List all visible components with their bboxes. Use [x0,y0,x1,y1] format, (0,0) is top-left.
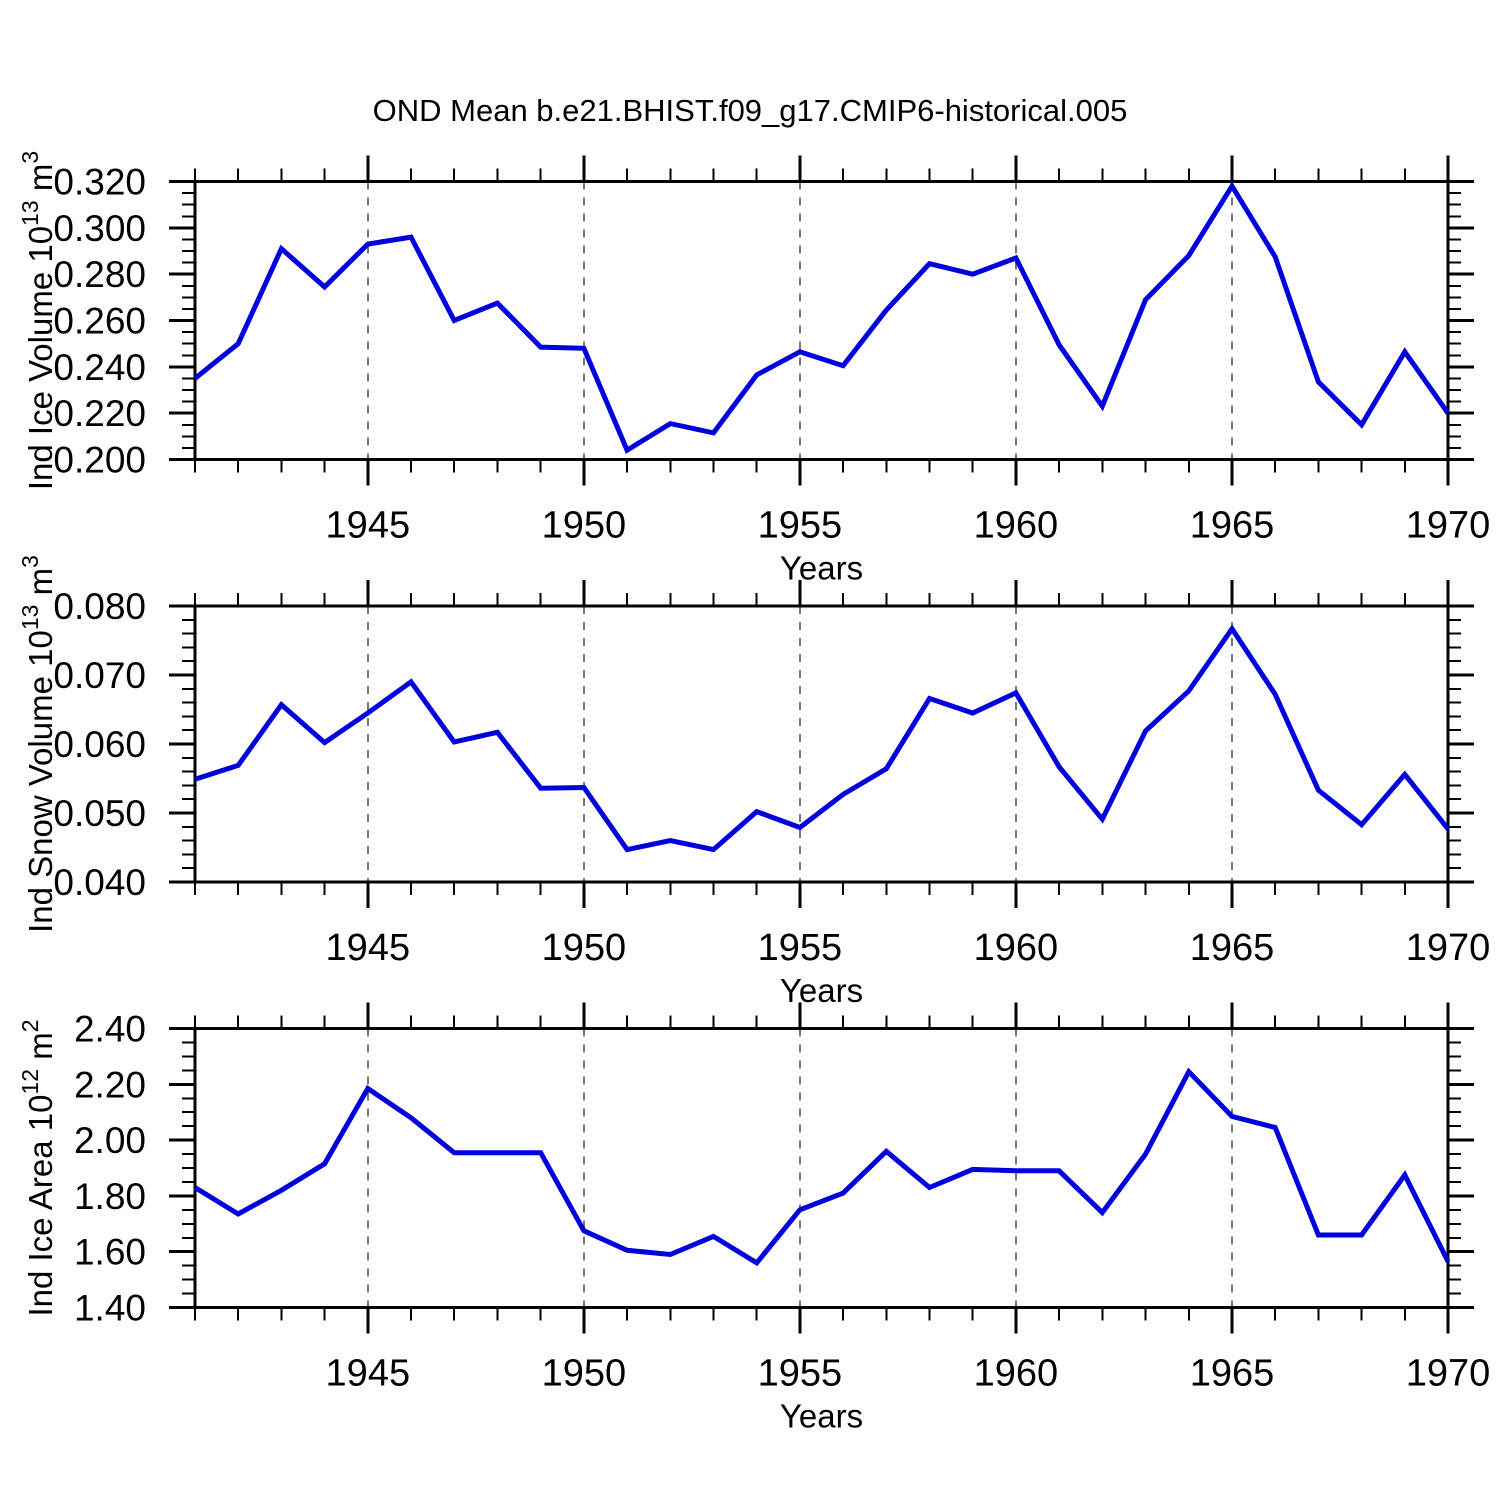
x-axis-title: Years [780,972,863,1009]
x-tick-label: 1955 [758,1353,843,1395]
x-tick-label: 1950 [542,1353,627,1395]
y-tick-label: 1.40 [74,1288,146,1329]
y-tick-label: 1.60 [74,1232,146,1273]
data-line-ice-area [193,1067,1451,1267]
y-tick-label: 0.060 [53,724,146,765]
y-tick-label: 2.00 [74,1120,146,1161]
x-tick-label: 1960 [974,927,1059,969]
x-tick-label: 1970 [1406,505,1491,547]
x-tick-label: 1945 [326,505,411,547]
y-tick-label: 0.220 [53,393,146,434]
data-line-ice-volume [193,181,1451,454]
y-tick-label: 0.260 [53,301,146,342]
x-tick-label: 1970 [1406,1353,1491,1395]
data-line-snow-volume [194,624,1450,853]
panel-ice-volume: 0.200 0.220 0.240 0.260 0.280 0.300 0.320 1945 1… [17,151,1490,587]
x-tick-label: 1960 [974,1353,1059,1395]
x-tick-label: 1970 [1406,927,1491,969]
y-axis-title: Ind Snow Volume 1013 m3 [17,555,59,933]
x-tick-label: 1960 [974,505,1059,547]
y-tick-label: 2.20 [74,1064,146,1105]
x-tick-label: 1965 [1190,505,1275,547]
x-tick-label: 1965 [1190,927,1275,969]
x-tick-label: 1965 [1190,1353,1275,1395]
y-tick-label: 0.080 [53,586,146,627]
x-tick-label: 1950 [542,927,627,969]
panel-ice-area: 1.40 1.60 1.80 2.00 2.20 2.40 1945 1950 1955 1960… [17,1002,1491,1435]
y-tick-label: 0.200 [53,440,146,481]
panel-snow-volume: 0.040 0.050 0.060 0.070 0.080 1945 1950 1955 196… [17,555,1490,1009]
y-tick-label: 0.300 [53,208,146,249]
y-tick-label: 0.050 [53,793,146,834]
x-tick-label: 1955 [758,927,843,969]
y-tick-label: 0.040 [53,862,146,903]
x-tick-label: 1945 [326,927,411,969]
y-tick-label: 0.240 [53,347,146,388]
y-tick-label: 0.320 [53,162,146,203]
x-axis-title: Years [780,1398,863,1435]
y-axis-title: Ind Ice Area 1012 m2 [17,1019,59,1316]
y-tick-label: 1.80 [74,1176,146,1217]
chart-title: OND Mean b.e21.BHIST.f09_g17.CMIP6-histo… [373,93,1128,128]
y-tick-label: 2.40 [74,1009,146,1050]
y-tick-label: 0.070 [53,655,146,696]
x-tick-label: 1955 [758,505,843,547]
x-tick-label: 1945 [326,1353,411,1395]
y-axis-title: Ind Ice Volume 1013 m3 [17,151,59,490]
x-axis-title: Years [780,550,863,587]
y-tick-label: 0.280 [53,254,146,295]
x-tick-label: 1950 [542,505,627,547]
